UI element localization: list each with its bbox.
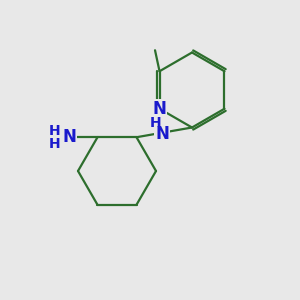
Text: N: N <box>153 100 166 118</box>
Text: N: N <box>62 128 76 146</box>
Text: H: H <box>49 137 61 151</box>
Text: N: N <box>155 125 169 143</box>
Text: H: H <box>49 124 61 138</box>
Text: H: H <box>149 116 161 130</box>
